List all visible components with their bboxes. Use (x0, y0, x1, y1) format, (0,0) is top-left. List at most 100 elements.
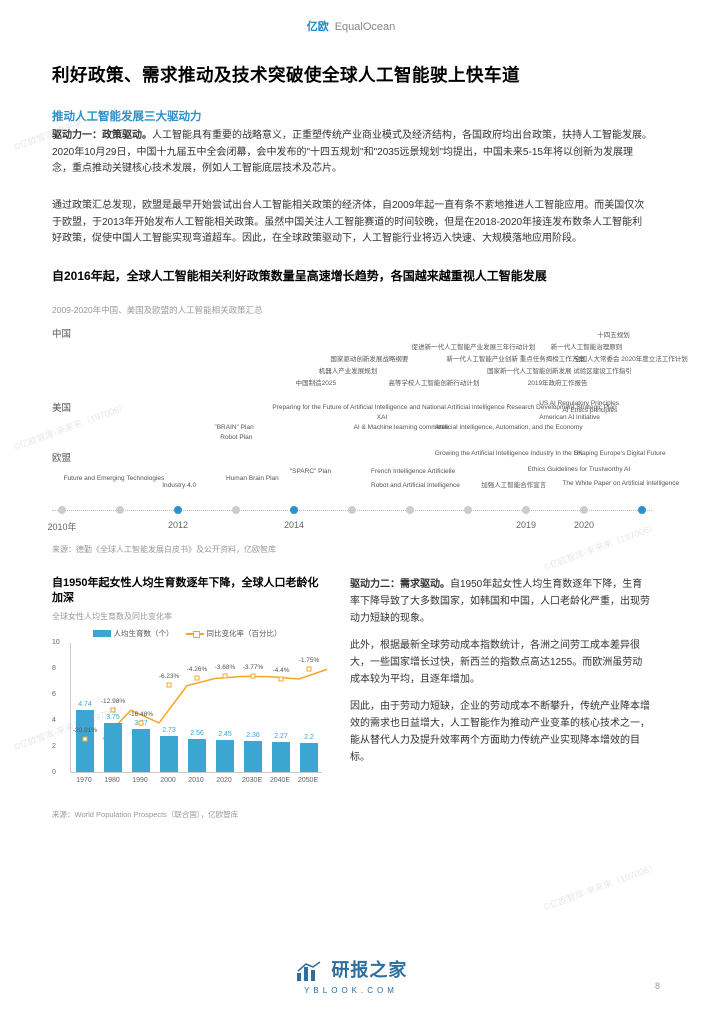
line-value-label: -3.68% (215, 664, 236, 671)
line-point (307, 667, 312, 672)
plot-area: 4.74-20.91%3.75-12.98%3.27-16.48%2.73-6.… (70, 643, 322, 773)
bar-value-label: 2.45 (218, 731, 232, 738)
left-column: 自1950年起女性人均生育数逐年下降，全球人口老龄化加深 全球女性人均生育数及同… (52, 576, 322, 820)
legend-bar: 人均生育数（个） (93, 628, 174, 639)
bar (132, 729, 150, 772)
bar (216, 740, 234, 772)
x-label: 2020 (216, 777, 232, 784)
y-tick: 6 (52, 691, 56, 698)
timeline-year: 2014 (284, 520, 304, 530)
line-point (167, 683, 172, 688)
x-label: 1970 (76, 777, 92, 784)
body-paragraph: 驱动力二：需求驱动。自1950年起女性人均生育数逐年下降，生育率下降导致了大多数… (350, 576, 652, 627)
y-tick: 2 (52, 743, 56, 750)
timeline-dot (116, 506, 124, 514)
timeline-year: 2019 (516, 520, 536, 530)
logo-cn: 亿欧 (307, 21, 329, 33)
timeline-item: 2019年政府工作报告 (528, 380, 588, 388)
chart2-title: 自1950年起女性人均生育数逐年下降，全球人口老龄化加深 (52, 576, 322, 607)
bar-value-label: 2.73 (162, 727, 176, 734)
lead-1: 驱动力一：政策驱动。 (52, 130, 152, 141)
body-paragraph: 因此，由于劳动力短缺，企业的劳动成本不断攀升，传统产业降本增效的需求也日益增大，… (350, 698, 652, 766)
y-axis: 0246810 (52, 643, 66, 773)
chart2-subtitle: 全球女性人均生育数及同比变化率 (52, 611, 322, 622)
y-tick: 0 (52, 769, 56, 776)
timeline-item: The White Paper on Artificial Intelligen… (562, 480, 679, 488)
timeline-item: 加强人工智能合作宣言 (481, 482, 546, 490)
tl-label-us: 美国 (52, 400, 71, 414)
bar-value-label: 2.2 (304, 734, 314, 741)
chart2-source: 来源：World Population Prospects（联合国），亿欧智库 (52, 809, 322, 820)
line-value-label: -12.98% (101, 698, 125, 705)
tl-label-eu: 欧盟 (52, 450, 71, 464)
timeline-item: 全国人大常委会 2020年度立法工作计划 (574, 356, 688, 364)
timeline-item: 促进新一代人工智能产业发展三年行动计划 (412, 344, 536, 352)
timeline-item: Human Brain Plan (226, 475, 279, 483)
bar (188, 739, 206, 772)
bar (244, 741, 262, 772)
watermark: ©亿欧智库-来来来（197006） (541, 860, 659, 913)
timeline-dot (580, 506, 588, 514)
header-logo: 亿欧EqualOcean (0, 18, 702, 34)
line-value-label: -20.91% (73, 727, 97, 734)
bar (104, 723, 122, 772)
timeline-item: 高等学校人工智能创新行动计划 (388, 380, 479, 388)
x-label: 2040E (270, 777, 290, 784)
footer-logo: 研报之家 YBLOOK.COM (0, 956, 702, 995)
x-label: 2000 (160, 777, 176, 784)
legend-line-label: 同比变化率（百分比） (207, 629, 282, 638)
footer-cn: 研报之家 (331, 960, 407, 980)
chart1-title: 自2016年起，全球人工智能相关利好政策数量呈高速增长趋势，各国越来越重视人工智… (52, 268, 652, 285)
timeline-item: XAI (377, 414, 387, 422)
timeline-item: French Intelligence Artificielle (371, 468, 455, 476)
footer-bars-icon (295, 961, 323, 986)
timeline-item: Industry 4.0 (162, 482, 196, 490)
page-number: 8 (655, 981, 660, 991)
timeline-chart: 中国 美国 欧盟 2010年2012201420192020 中国制造2025机… (52, 320, 652, 538)
line-point (139, 720, 144, 725)
y-tick: 4 (52, 717, 56, 724)
bar-value-label: 2.56 (190, 730, 204, 737)
timeline-item: 新一代人工智能治理原则 (551, 344, 623, 352)
timeline-item: 新一代人工智能产业创新 重点任务揭榜工作方案 (446, 356, 584, 364)
timeline-dot (232, 506, 240, 514)
timeline-item: Future and Emerging Technologies (64, 475, 165, 483)
bar-value-label: 4.74 (78, 701, 92, 708)
chart1-source: 来源：德勤《全球人工智能发展白皮书》及公开资料，亿欧智库 (52, 544, 276, 555)
timeline-year: 2020 (574, 520, 594, 530)
bar-value-label: 2.36 (246, 732, 260, 739)
timeline-dot (174, 506, 182, 514)
timeline-dot (348, 506, 356, 514)
timeline-item: 国家驱动创新发展战略纲要 (330, 356, 408, 364)
paragraph-1: 驱动力一：政策驱动。人工智能具有重要的战略意义，正重塑传统产业商业模式及经济结构… (52, 128, 652, 178)
footer-en: YBLOOK.COM (0, 986, 702, 995)
timeline-item: Robot and Artificial Intelligence (371, 482, 460, 490)
section-label: 推动人工智能发展三大驱动力 (52, 108, 202, 124)
page-title: 利好政策、需求推动及技术突破使全球人工智能驶上快车道 (52, 62, 520, 87)
timeline-item: AI Ethics principles (562, 407, 617, 415)
bar (272, 742, 290, 772)
bar (160, 736, 178, 771)
line-point (195, 676, 200, 681)
timeline-dot (290, 506, 298, 514)
y-tick: 10 (52, 639, 60, 646)
timeline-item: "BRAIN" Plan (214, 424, 253, 432)
line-point (83, 736, 88, 741)
line-swatch (186, 633, 204, 635)
x-label: 2050E (298, 777, 318, 784)
timeline-item: Shaping Europe's Digital Future (574, 450, 666, 458)
body-paragraph: 此外，根据最新全球劳动成本指数统计，各洲之间劳工成本差异很大，一些国家增长过快，… (350, 637, 652, 688)
timeline-dot (464, 506, 472, 514)
line-value-label: -6.23% (159, 673, 180, 680)
bar-chart: 0246810 4.74-20.91%3.75-12.98%3.27-16.48… (52, 643, 322, 803)
y-tick: 8 (52, 665, 56, 672)
tl-label-cn: 中国 (52, 326, 71, 340)
line-point (279, 676, 284, 681)
chart2-legend: 人均生育数（个） 同比变化率（百分比） (52, 628, 322, 639)
x-label: 1980 (104, 777, 120, 784)
line-value-label: -1.75% (299, 657, 320, 664)
timeline-item: Growing the Artificial Intelligence Indu… (435, 450, 583, 458)
timeline-item: Ethics Guidelines for Trustworthy AI (528, 466, 631, 474)
timeline-item: 十四五规划 (597, 332, 630, 340)
x-label: 1990 (132, 777, 148, 784)
